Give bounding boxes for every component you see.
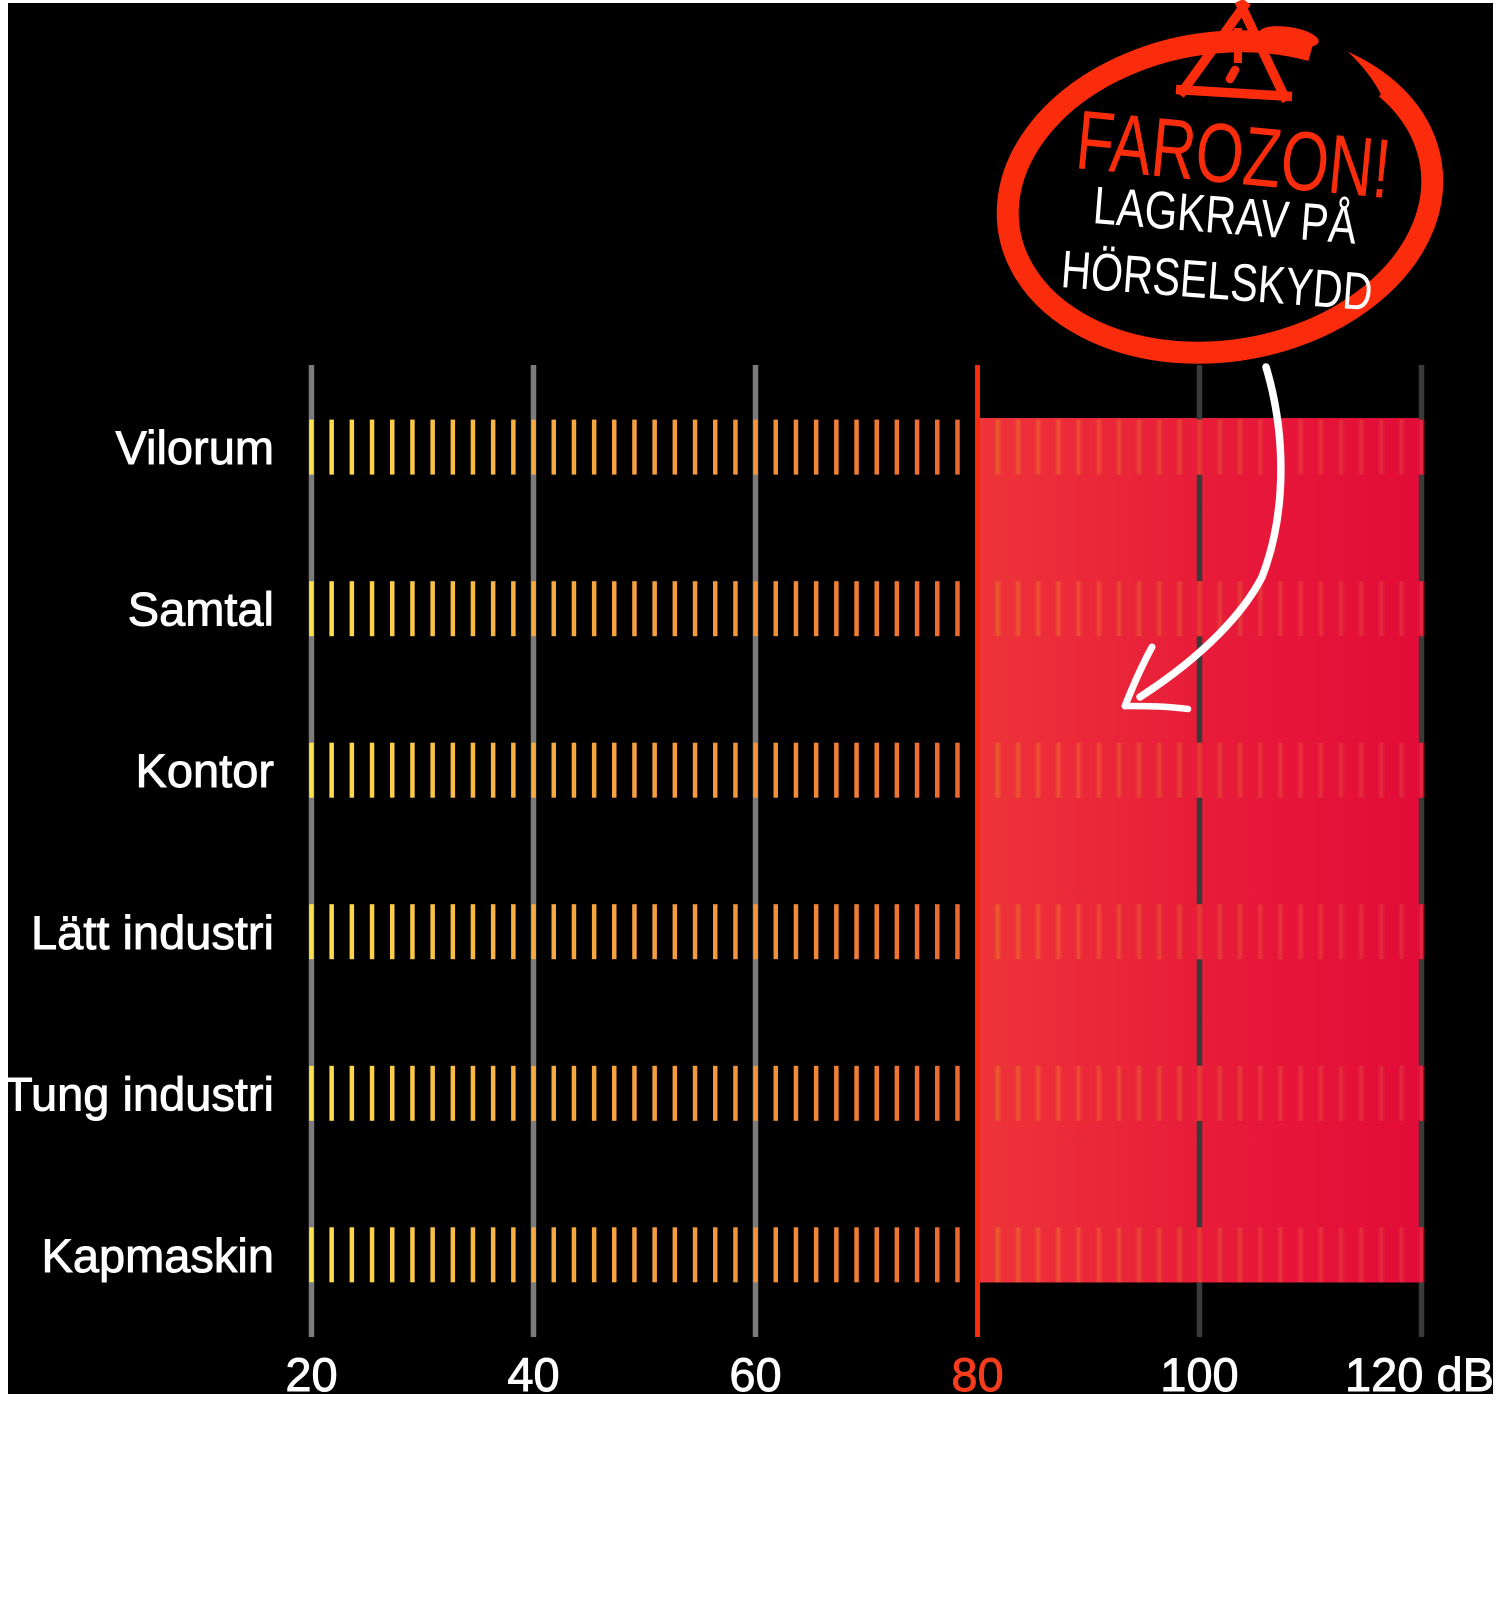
svg-text:Tung industri: Tung industri (4, 1067, 274, 1120)
svg-text:Samtal: Samtal (128, 583, 274, 636)
svg-text:40: 40 (507, 1348, 559, 1401)
svg-text:Kontor: Kontor (136, 744, 274, 797)
svg-text:Kapmaskin: Kapmaskin (42, 1229, 275, 1282)
svg-text:20: 20 (285, 1348, 337, 1401)
svg-text:80: 80 (951, 1348, 1003, 1401)
svg-text:120 dB: 120 dB (1345, 1348, 1494, 1401)
svg-text:100: 100 (1160, 1348, 1238, 1401)
svg-text:60: 60 (729, 1348, 781, 1401)
svg-text:Vilorum: Vilorum (116, 421, 274, 474)
svg-text:Lätt industri: Lätt industri (31, 906, 274, 959)
